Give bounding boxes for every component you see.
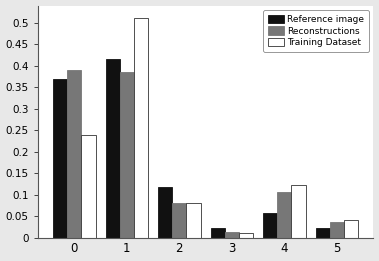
Bar bbox=[344, 220, 358, 238]
Bar bbox=[172, 203, 186, 238]
Bar bbox=[53, 79, 67, 238]
Bar bbox=[277, 192, 291, 238]
Bar bbox=[330, 222, 344, 238]
Bar bbox=[120, 72, 134, 238]
Bar bbox=[81, 135, 96, 238]
Bar bbox=[67, 70, 81, 238]
Bar bbox=[263, 213, 277, 238]
Bar bbox=[291, 185, 305, 238]
Bar bbox=[105, 59, 120, 238]
Bar bbox=[134, 19, 148, 238]
Bar bbox=[211, 228, 225, 238]
Bar bbox=[225, 233, 239, 238]
Bar bbox=[186, 203, 200, 238]
Bar bbox=[158, 187, 172, 238]
Bar bbox=[316, 228, 330, 238]
Legend: Reference image, Reconstructions, Training Dataset: Reference image, Reconstructions, Traini… bbox=[263, 10, 369, 52]
Bar bbox=[239, 233, 253, 238]
